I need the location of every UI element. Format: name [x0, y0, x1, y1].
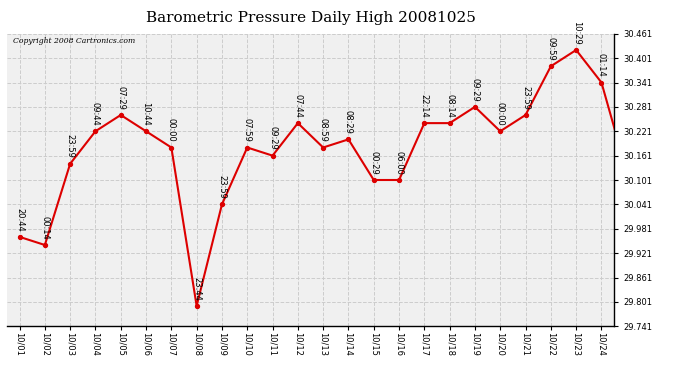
- Text: Barometric Pressure Daily High 20081025: Barometric Pressure Daily High 20081025: [146, 11, 475, 25]
- Text: Copyright 2008 Cartronics.com: Copyright 2008 Cartronics.com: [13, 37, 135, 45]
- Point: [191, 303, 202, 309]
- Point: [444, 120, 455, 126]
- Text: 06:00: 06:00: [395, 151, 404, 174]
- Text: 00:29: 00:29: [369, 151, 378, 174]
- Point: [115, 112, 126, 118]
- Text: 09:59: 09:59: [546, 37, 555, 61]
- Text: 20:44: 20:44: [15, 208, 24, 231]
- Point: [241, 144, 253, 150]
- Point: [14, 234, 25, 240]
- Point: [90, 128, 101, 134]
- Text: 08:59: 08:59: [319, 118, 328, 142]
- Text: 22:14: 22:14: [420, 94, 429, 118]
- Text: 09:29: 09:29: [268, 126, 277, 150]
- Point: [393, 177, 404, 183]
- Point: [520, 112, 531, 118]
- Text: 23:59: 23:59: [217, 175, 226, 199]
- Point: [65, 161, 76, 167]
- Point: [621, 169, 632, 175]
- Point: [469, 104, 480, 110]
- Point: [571, 47, 582, 53]
- Point: [368, 177, 380, 183]
- Point: [166, 144, 177, 150]
- Text: 09:29: 09:29: [471, 78, 480, 101]
- Text: 23:44: 23:44: [192, 276, 201, 300]
- Text: 09:44: 09:44: [91, 102, 100, 126]
- Text: 00:00: 00:00: [167, 118, 176, 142]
- Text: 00:00: 00:00: [0, 374, 1, 375]
- Point: [317, 144, 328, 150]
- Point: [343, 136, 354, 142]
- Text: 01:14: 01:14: [597, 53, 606, 77]
- Point: [141, 128, 152, 134]
- Point: [495, 128, 506, 134]
- Text: 00:14: 00:14: [40, 216, 50, 240]
- Point: [596, 80, 607, 86]
- Text: 07:44: 07:44: [293, 94, 302, 118]
- Text: 08:29: 08:29: [344, 110, 353, 134]
- Text: 07:59: 07:59: [243, 118, 252, 142]
- Text: 08:14: 08:14: [445, 94, 454, 118]
- Point: [267, 153, 278, 159]
- Text: 23:59: 23:59: [521, 86, 530, 109]
- Point: [217, 201, 228, 207]
- Text: 23:59: 23:59: [66, 134, 75, 158]
- Point: [419, 120, 430, 126]
- Text: 07:29: 07:29: [116, 86, 126, 109]
- Text: 00:00: 00:00: [495, 102, 505, 126]
- Point: [545, 63, 556, 69]
- Text: 10:29: 10:29: [571, 21, 581, 45]
- Text: 10:44: 10:44: [141, 102, 150, 126]
- Point: [39, 242, 50, 248]
- Point: [293, 120, 304, 126]
